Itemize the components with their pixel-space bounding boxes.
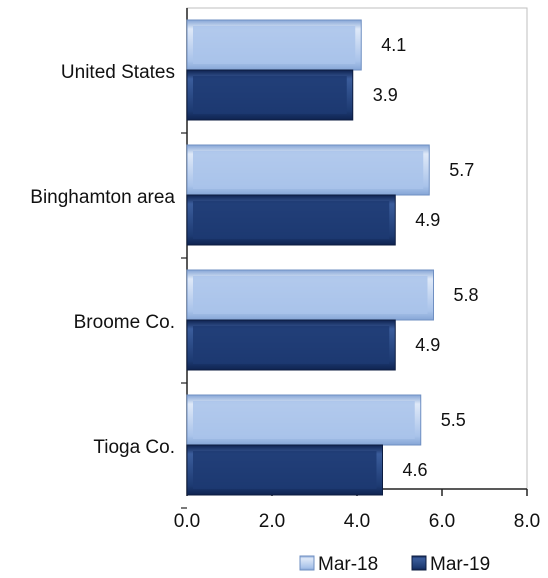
legend-swatch-mar-19 — [411, 555, 427, 571]
value-label: 4.6 — [403, 460, 428, 480]
x-tick-label: 0.0 — [174, 511, 200, 532]
category-label: United States — [61, 62, 175, 83]
bar-bevel — [193, 326, 390, 364]
category-label: Tioga Co. — [93, 437, 175, 458]
legend-swatch-mar-18 — [299, 555, 315, 571]
value-label: 4.9 — [415, 210, 440, 230]
value-label: 4.1 — [381, 35, 406, 55]
category-label: Broome Co. — [74, 312, 175, 333]
category-label: Binghamton area — [30, 187, 175, 208]
legend-label: Mar-19 — [430, 554, 490, 575]
bar-bevel — [193, 151, 424, 189]
bar-bevel — [193, 401, 415, 439]
x-tick-label: 2.0 — [259, 511, 285, 532]
value-label: 5.8 — [454, 285, 479, 305]
x-tick-label: 4.0 — [344, 511, 370, 532]
legend-label: Mar-18 — [318, 554, 378, 575]
value-label: 4.9 — [415, 335, 440, 355]
bar-bevel — [193, 276, 428, 314]
bar-bevel — [193, 201, 390, 239]
bar-bevel — [193, 26, 356, 64]
bar-bevel — [193, 76, 347, 114]
x-tick-label: 8.0 — [514, 511, 540, 532]
value-label: 5.7 — [449, 160, 474, 180]
bar-bevel — [193, 451, 377, 489]
x-tick-label: 6.0 — [429, 511, 455, 532]
value-label: 3.9 — [373, 85, 398, 105]
value-label: 5.5 — [441, 410, 466, 430]
